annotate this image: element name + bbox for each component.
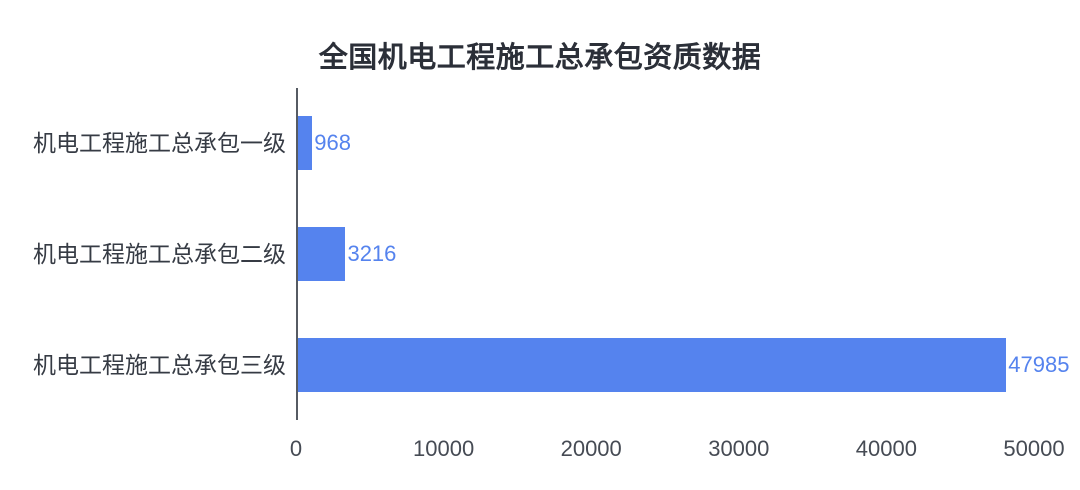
x-axis-tick-label: 50000 [1003,436,1065,461]
x-axis-tick-label: 30000 [708,436,770,461]
bar-row: 968 [298,116,1036,171]
x-axis-tick-label: 20000 [560,436,622,461]
y-axis-category-label: 机电工程施工总承包一级 [33,130,286,157]
x-axis-tick-label: 10000 [413,436,475,461]
chart-title: 全国机电工程施工总承包资质数据 [318,42,762,74]
bar-value-label: 47985 [1008,351,1070,377]
x-axis-tick-label: 0 [289,436,303,461]
x-axis-tick-label: 40000 [855,436,917,461]
bar-1 [298,116,313,171]
bar-3 [298,337,1007,392]
plot-area: 968 3216 47985 [296,88,1069,420]
bar-row: 3216 [298,227,1036,281]
y-axis-category-label: 机电工程施工总承包二级 [33,241,286,267]
bar-2 [298,227,346,281]
bar-value-label: 968 [314,130,351,156]
y-axis-category-label: 机电工程施工总承包三级 [33,351,286,378]
bar-row: 47985 [298,337,1069,392]
bar-value-label: 3216 [347,241,397,266]
